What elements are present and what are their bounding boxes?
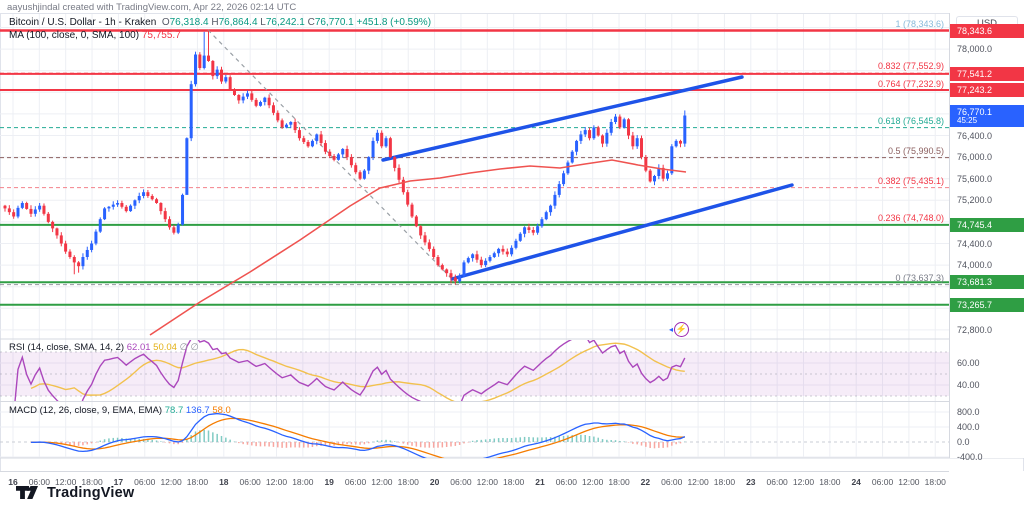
price-axis-label: 74,400.0 (957, 238, 993, 249)
low-value: 76,242.1 (265, 17, 305, 28)
macd-axis-label: 400.0 (957, 422, 980, 432)
price-badge: 77,243.2 (950, 82, 1024, 97)
countdown-timer: 45:25 (957, 115, 978, 125)
time-axis-label: 12:00 (582, 477, 604, 487)
time-axis-label: 18:00 (924, 477, 946, 487)
price-axis-label: 74,000.0 (957, 260, 993, 271)
time-axis[interactable]: 16 06:00 12:00 18:00 17 06:00 12:00 18:00 18 06:0… (0, 471, 949, 490)
time-axis-label: 18:00 (608, 477, 630, 487)
time-axis-label: 12:00 (265, 477, 288, 487)
ma-value: 75,755.7 (141, 30, 181, 41)
price-badge: 77,541.2 (950, 66, 1024, 81)
time-axis-label: 12:00 (371, 477, 393, 487)
time-axis-label: 06:00 (766, 477, 788, 487)
time-axis-label: 06:00 (28, 477, 50, 487)
time-axis-label: 21 (535, 477, 545, 487)
time-axis-label: 23 (746, 477, 756, 487)
price-axis-label: 75,200.0 (957, 195, 993, 206)
time-axis-label: 12:00 (160, 477, 182, 487)
attribution-text: aayushjindal created with TradingView.co… (7, 2, 297, 13)
fib-level-label: 0 (73,637.3) (895, 272, 944, 283)
time-axis-label: 06:00 (344, 477, 367, 487)
tradingview-logo-text: TradingView (47, 484, 135, 501)
time-axis-label: 16 (8, 477, 18, 487)
time-axis-label: 18:00 (819, 477, 841, 487)
fib-level-label: 0.764 (77,232.9) (877, 78, 944, 89)
rsi-sma-value: 50.04 (153, 342, 177, 353)
fib-level-label: 0.618 (76,545.8) (877, 115, 944, 126)
rsi-axis-label: 60.00 (957, 358, 980, 368)
time-axis-label: 18:00 (713, 477, 736, 487)
time-axis-label: 18:00 (397, 477, 419, 487)
axis-corner (949, 471, 1024, 490)
symbol-title[interactable]: Bitcoin / U.S. Dollar - 1h - Kraken (9, 17, 157, 28)
macd-axis-label: 800.0 (957, 407, 980, 417)
macd-legend[interactable]: MACD (12, 26, close, 9, EMA, EMA) 78.7 1… (9, 405, 231, 416)
time-axis-label: 06:00 (871, 477, 894, 487)
macd-hist-value: 78.7 (164, 405, 184, 416)
high-value: 76,864.4 (218, 17, 258, 28)
macd-signal-value: 58.0 (212, 405, 231, 416)
macd-axis-label: 0.0 (957, 437, 970, 447)
fib-level-label: 0.236 (74,748.0) (877, 212, 944, 223)
fib-level-label: 0.832 (77,552.9) (877, 61, 944, 72)
rsi-axis-label: 40.00 (957, 380, 980, 390)
time-axis-label: 06:00 (134, 477, 156, 487)
time-axis-label: 06:00 (239, 477, 261, 487)
time-axis-label: 22 (640, 477, 651, 487)
fib-level-label: 1 (78,343.6) (895, 18, 944, 29)
rsi-value: 62.01 (126, 342, 151, 353)
price-axis-label: 76,000.0 (957, 152, 993, 163)
time-axis-label: 18:00 (186, 477, 209, 487)
time-axis-label: 24 (851, 477, 861, 487)
time-axis-label: 17 (113, 477, 124, 487)
time-axis-label: 18 (219, 477, 229, 487)
tradingview-logo-icon (16, 486, 38, 499)
event-marker[interactable]: ◂ ⚡ (669, 322, 690, 337)
tradingview-logo[interactable]: TradingView (14, 484, 134, 501)
price-badge: 73,681.3 (950, 275, 1024, 290)
fib-level-label: 0.382 (75,435.1) (877, 175, 944, 186)
time-axis-label: 12:00 (476, 477, 498, 487)
time-axis-label: 20 (429, 477, 440, 487)
time-axis-label: 19 (324, 477, 334, 487)
change-value: +451.8 (+0.59%) (356, 17, 432, 28)
close-value: 76,770.1 (314, 17, 354, 28)
time-axis-label: 18:00 (81, 477, 103, 487)
price-badge: 74,745.4 (950, 217, 1024, 232)
price-badge: 78,343.6 (950, 23, 1024, 38)
time-axis-label: 06:00 (555, 477, 577, 487)
price-axis[interactable]: USD 78,000.076,400.076,000.075,600.075,2… (949, 13, 1024, 462)
time-axis-label: 12:00 (792, 477, 815, 487)
time-axis-label: 06:00 (661, 477, 683, 487)
price-axis-label: 75,600.0 (957, 173, 993, 184)
macd-value: 136.7 (185, 405, 210, 416)
time-axis-label: 12:00 (55, 477, 77, 487)
open-value: 76,318.4 (169, 17, 209, 28)
fib-level-label: 0.5 (75,990.5) (887, 145, 944, 156)
price-axis-label: 76,400.0 (957, 130, 993, 141)
symbol-legend[interactable]: Bitcoin / U.S. Dollar - 1h - Kraken O76,… (9, 17, 432, 28)
time-axis-label: 12:00 (687, 477, 709, 487)
price-badge: 76,770.1 45:25 (950, 104, 1024, 127)
marker-arrow-icon: ◂ (669, 325, 674, 334)
price-axis-label: 72,800.0 (957, 324, 993, 335)
lightning-circle-icon: ⚡ (674, 322, 690, 337)
time-axis-label: 12:00 (898, 477, 920, 487)
price-badge: 73,265.7 (950, 297, 1024, 312)
time-axis-label: 18:00 (292, 477, 314, 487)
ma-legend[interactable]: MA (100, close, 0, SMA, 100) 75,755.7 (9, 30, 181, 41)
macd-axis-label: -400.0 (957, 452, 983, 462)
time-axis-label: 06:00 (450, 477, 472, 487)
rsi-legend[interactable]: RSI (14, close, SMA, 14, 2) 62.01 50.04 … (9, 342, 199, 353)
time-axis-label: 18:00 (503, 477, 525, 487)
price-axis-label: 78,000.0 (957, 44, 993, 55)
